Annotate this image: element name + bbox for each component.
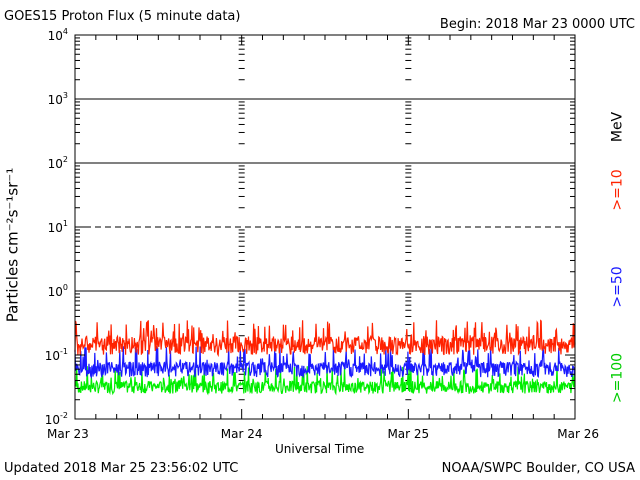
y-axis-label: Particles cm⁻²s⁻¹sr⁻¹ — [3, 167, 22, 323]
series-layer — [74, 319, 576, 396]
x-tick-label: Mar 25 — [387, 427, 429, 441]
y-tick-label: 104 — [48, 27, 68, 43]
x-tick-label: Mar 24 — [221, 427, 263, 441]
legend-ge10: >=10 — [609, 169, 626, 211]
begin-time: Begin: 2018 Mar 23 0000 UTC — [439, 17, 635, 32]
legend-unit: MeV — [609, 111, 626, 143]
x-tick-label: Mar 23 — [47, 427, 89, 441]
x-axis-label: Universal Time — [275, 442, 365, 456]
source-credit: NOAA/SWPC Boulder, CO USA — [441, 461, 635, 476]
legend-ge50: >=50 — [609, 266, 626, 308]
x-tick-label: Mar 26 — [557, 427, 599, 441]
chart-title: GOES15 Proton Flux (5 minute data) — [4, 9, 241, 24]
axis-layer: 10-2 10-1 100 101 102 103 104 Mar 23 Mar 24 Mar 2… — [45, 27, 599, 441]
series-line->=100 — [74, 365, 576, 396]
y-tick-label: 10-2 — [45, 411, 68, 427]
y-tick-label: 10-1 — [45, 347, 68, 363]
y-tick-label: 103 — [48, 91, 68, 107]
legend-ge100: >=100 — [609, 352, 626, 404]
series-line->=10 — [74, 319, 576, 358]
y-tick-label: 102 — [48, 155, 68, 171]
updated-time: Updated 2018 Mar 25 23:56:02 UTC — [4, 461, 239, 476]
y-tick-label: 101 — [48, 219, 68, 235]
y-tick-label: 100 — [48, 283, 68, 299]
series-line->=50 — [74, 345, 576, 380]
